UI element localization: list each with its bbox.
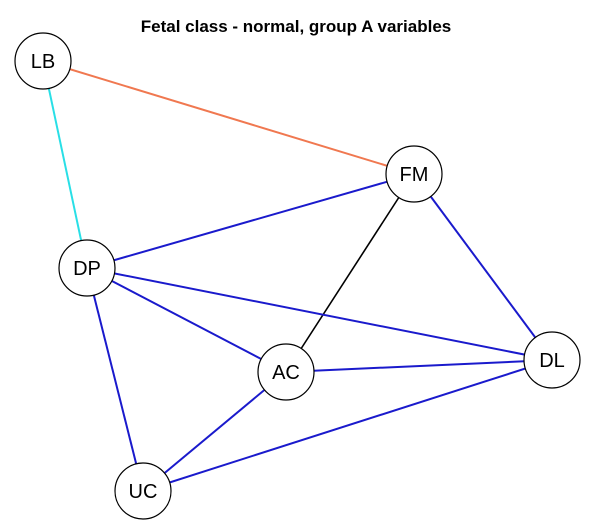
- node-ac: AC: [257, 343, 315, 401]
- node-circle: [385, 145, 443, 203]
- edge-lb-dp: [42, 60, 88, 269]
- edge-fm-dp: [86, 173, 415, 269]
- edge-dp-dl: [86, 267, 553, 361]
- edge-fm-dl: [413, 173, 553, 361]
- node-dl: DL: [523, 331, 581, 389]
- node-circle: [523, 331, 581, 389]
- edge-dl-uc: [142, 359, 553, 492]
- edge-ac-uc: [142, 371, 287, 492]
- node-circle: [14, 32, 72, 90]
- node-circle: [58, 239, 116, 297]
- edge-ac-dl: [285, 359, 553, 373]
- nodes-layer: LB FM DP AC DL UC: [14, 32, 581, 520]
- graph-title: Fetal class - normal, group A variables: [141, 17, 452, 36]
- node-label: UC: [129, 481, 158, 503]
- node-dp: DP: [58, 239, 116, 297]
- edge-dp-ac: [86, 267, 287, 373]
- node-label: DL: [539, 350, 565, 372]
- node-circle: [257, 343, 315, 401]
- node-lb: LB: [14, 32, 72, 90]
- edges-layer: [42, 60, 553, 492]
- node-fm: FM: [385, 145, 443, 203]
- edge-fm-ac: [285, 173, 415, 373]
- edge-dp-uc: [86, 267, 144, 492]
- node-label: AC: [272, 362, 300, 384]
- node-label: FM: [400, 164, 429, 186]
- node-label: LB: [31, 51, 55, 73]
- edge-lb-fm: [42, 60, 415, 175]
- node-uc: UC: [114, 462, 172, 520]
- node-label: DP: [73, 258, 101, 280]
- node-circle: [114, 462, 172, 520]
